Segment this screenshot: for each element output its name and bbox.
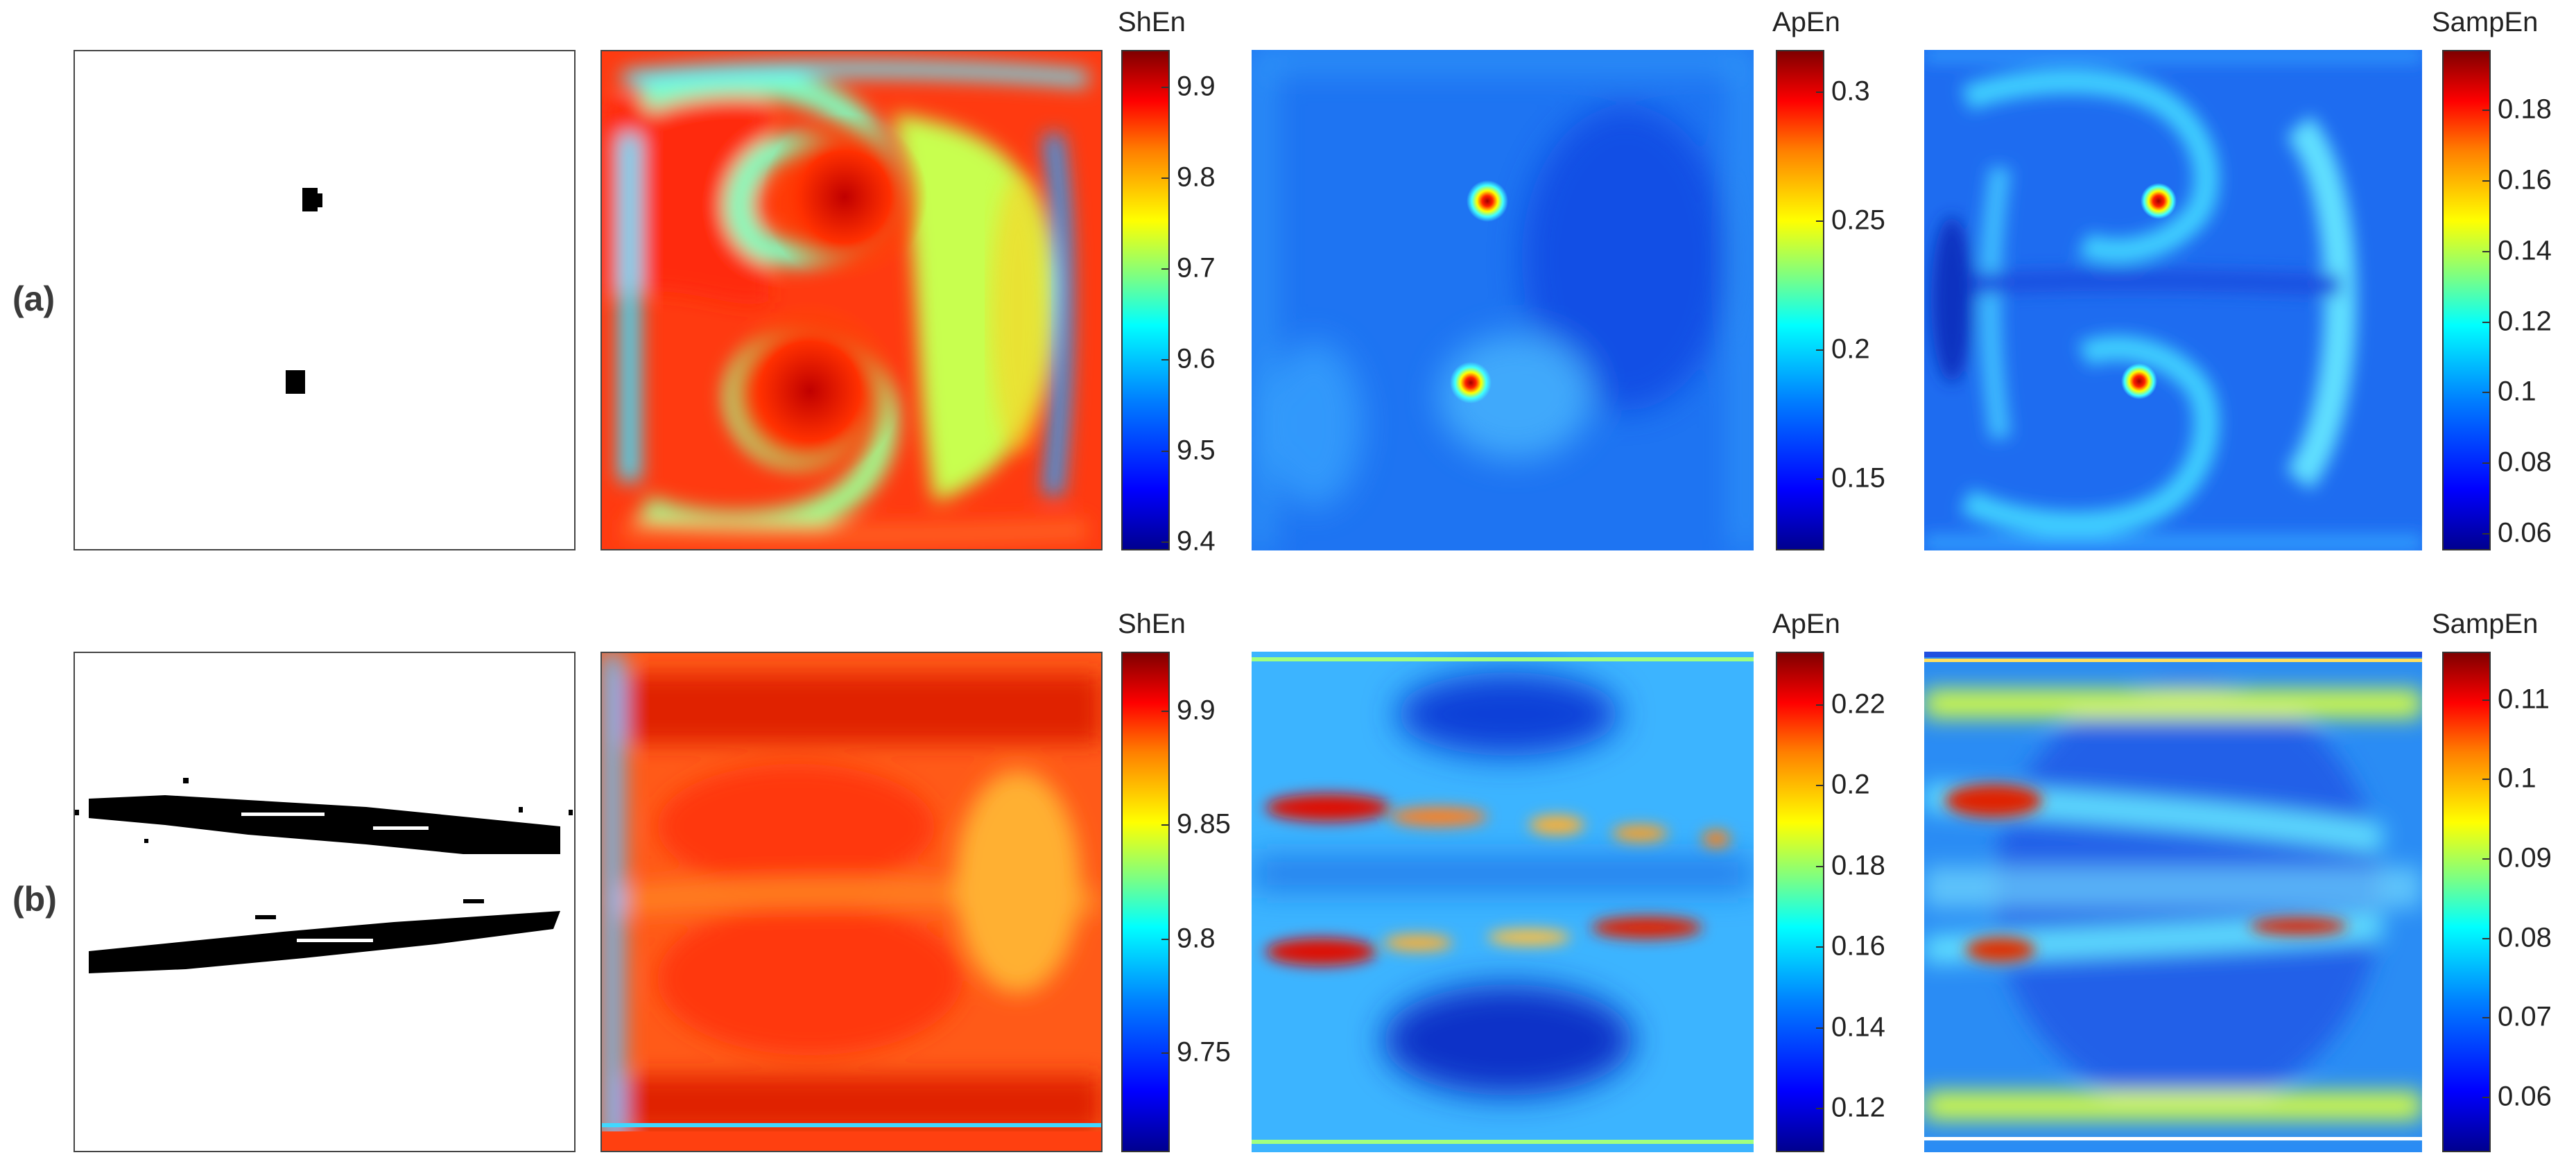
apen-map-b [1252,652,1754,1152]
colorbar-tick-label: 0.2 [1831,769,1870,800]
shen-colorbar-b [1121,652,1170,1152]
colorbar-tick-label: 0.3 [1831,76,1870,107]
colorbar-tick-label: 0.16 [2498,164,2552,196]
colorbar-tick-label: 9.7 [1177,252,1216,284]
sampen-map-b [1924,652,2422,1152]
colorbar-tick-mark [2482,110,2489,112]
sampen-colorbar-b [2442,652,2491,1152]
colorbar-tick-mark [1161,541,1168,543]
colorbar-tick-label: 0.09 [2498,842,2552,874]
colorbar-tick-label: 0.25 [1831,205,1885,236]
shen-colorbar-title: ShEn [1118,609,1186,639]
colorbar-tick-mark [1816,220,1823,222]
apen-colorbar-a [1776,50,1824,550]
colorbar-tick-mark [1161,1052,1168,1054]
colorbar-tick-label: 0.14 [2498,235,2552,266]
colorbar-tick-mark [1161,824,1168,826]
colorbar-tick-label: 0.18 [2498,94,2552,125]
colorbar-tick-mark [1161,938,1168,940]
shen-colorbar-title: ShEn [1118,7,1186,37]
colorbar-tick-mark [1161,450,1168,452]
colorbar-tick-label: 0.08 [2498,446,2552,478]
colorbar-tick-mark [2482,180,2489,182]
colorbar-tick-mark [2482,699,2489,701]
colorbar-tick-mark [2482,937,2489,939]
row-label-a: (a) [12,279,55,318]
colorbar-tick-mark [1816,478,1823,480]
apen-colorbar-b [1776,652,1824,1152]
particle-streak-upper [89,795,560,854]
colorbar-tick-mark [1161,86,1168,88]
colorbar-tick-mark [1816,1107,1823,1109]
colorbar-tick-mark [2482,858,2489,860]
apen-colorbar-title: ApEn [1772,7,1840,37]
colorbar-tick-label: 0.22 [1831,688,1885,720]
particle-lower [286,370,305,394]
colorbar-tick-mark [1161,177,1168,179]
colorbar-tick-mark [2482,250,2489,252]
colorbar-tick-label: 0.1 [2498,763,2536,794]
colorbar-tick-label: 9.6 [1177,343,1216,374]
colorbar-tick-label: 0.15 [1831,462,1885,494]
colorbar-tick-label: 9.9 [1177,71,1216,101]
row-label-b: (b) [12,880,57,919]
sampen-colorbar-a [2442,50,2491,550]
particle-upper-2 [314,193,322,207]
sampen-map-a [1924,50,2422,550]
colorbar-tick-mark [2482,392,2489,394]
colorbar-tick-mark [1816,91,1823,93]
colorbar-tick-mark [1816,785,1823,787]
colorbar-tick-mark [1816,704,1823,706]
sampen-colorbar-title: SampEn [2432,609,2539,639]
colorbar-tick-label: 0.06 [2498,1081,2552,1112]
colorbar-tick-label: 9.85 [1177,808,1231,840]
particle-upper [302,188,318,211]
colorbar-tick-mark [2482,532,2489,535]
colorbar-tick-label: 0.08 [2498,922,2552,953]
colorbar-tick-mark [1161,359,1168,361]
colorbar-tick-mark [2482,779,2489,781]
colorbar-tick-mark [1816,1027,1823,1029]
colorbar-tick-label: 9.5 [1177,435,1216,466]
colorbar-tick-label: 0.2 [1831,333,1870,365]
colorbar-tick-label: 0.1 [2498,376,2536,407]
colorbar-tick-label: 9.8 [1177,923,1216,953]
binary-image-b [74,652,576,1152]
colorbar-tick-mark [2482,1096,2489,1098]
colorbar-tick-label: 0.14 [1831,1011,1885,1042]
colorbar-tick-mark [1816,349,1823,351]
colorbar-tick-label: 0.12 [2498,306,2552,336]
colorbar-tick-mark [1161,711,1168,713]
colorbar-tick-label: 0.18 [1831,850,1885,881]
shen-colorbar-a [1121,50,1170,550]
apen-colorbar-title: ApEn [1772,609,1840,639]
colorbar-tick-label: 0.16 [1831,930,1885,962]
colorbar-tick-mark [2482,462,2489,464]
colorbar-tick-label: 0.11 [2498,684,2550,715]
colorbar-tick-label: 9.4 [1177,525,1216,557]
colorbar-tick-mark [2482,321,2489,323]
colorbar-tick-label: 0.06 [2498,517,2552,548]
colorbar-tick-mark [1816,946,1823,948]
shen-map-a [600,50,1103,550]
colorbar-tick-mark [1816,865,1823,867]
apen-map-a [1252,50,1754,550]
shen-map-b [600,652,1103,1152]
colorbar-tick-mark [1161,268,1168,270]
colorbar-tick-label: 0.12 [1831,1092,1885,1123]
sampen-colorbar-title: SampEn [2432,7,2539,37]
colorbar-tick-label: 9.9 [1177,695,1216,726]
colorbar-tick-label: 9.8 [1177,162,1216,193]
colorbar-tick-label: 0.07 [2498,1001,2552,1032]
binary-image-a [74,50,576,550]
colorbar-tick-label: 9.75 [1177,1036,1231,1068]
colorbar-tick-mark [2482,1017,2489,1019]
